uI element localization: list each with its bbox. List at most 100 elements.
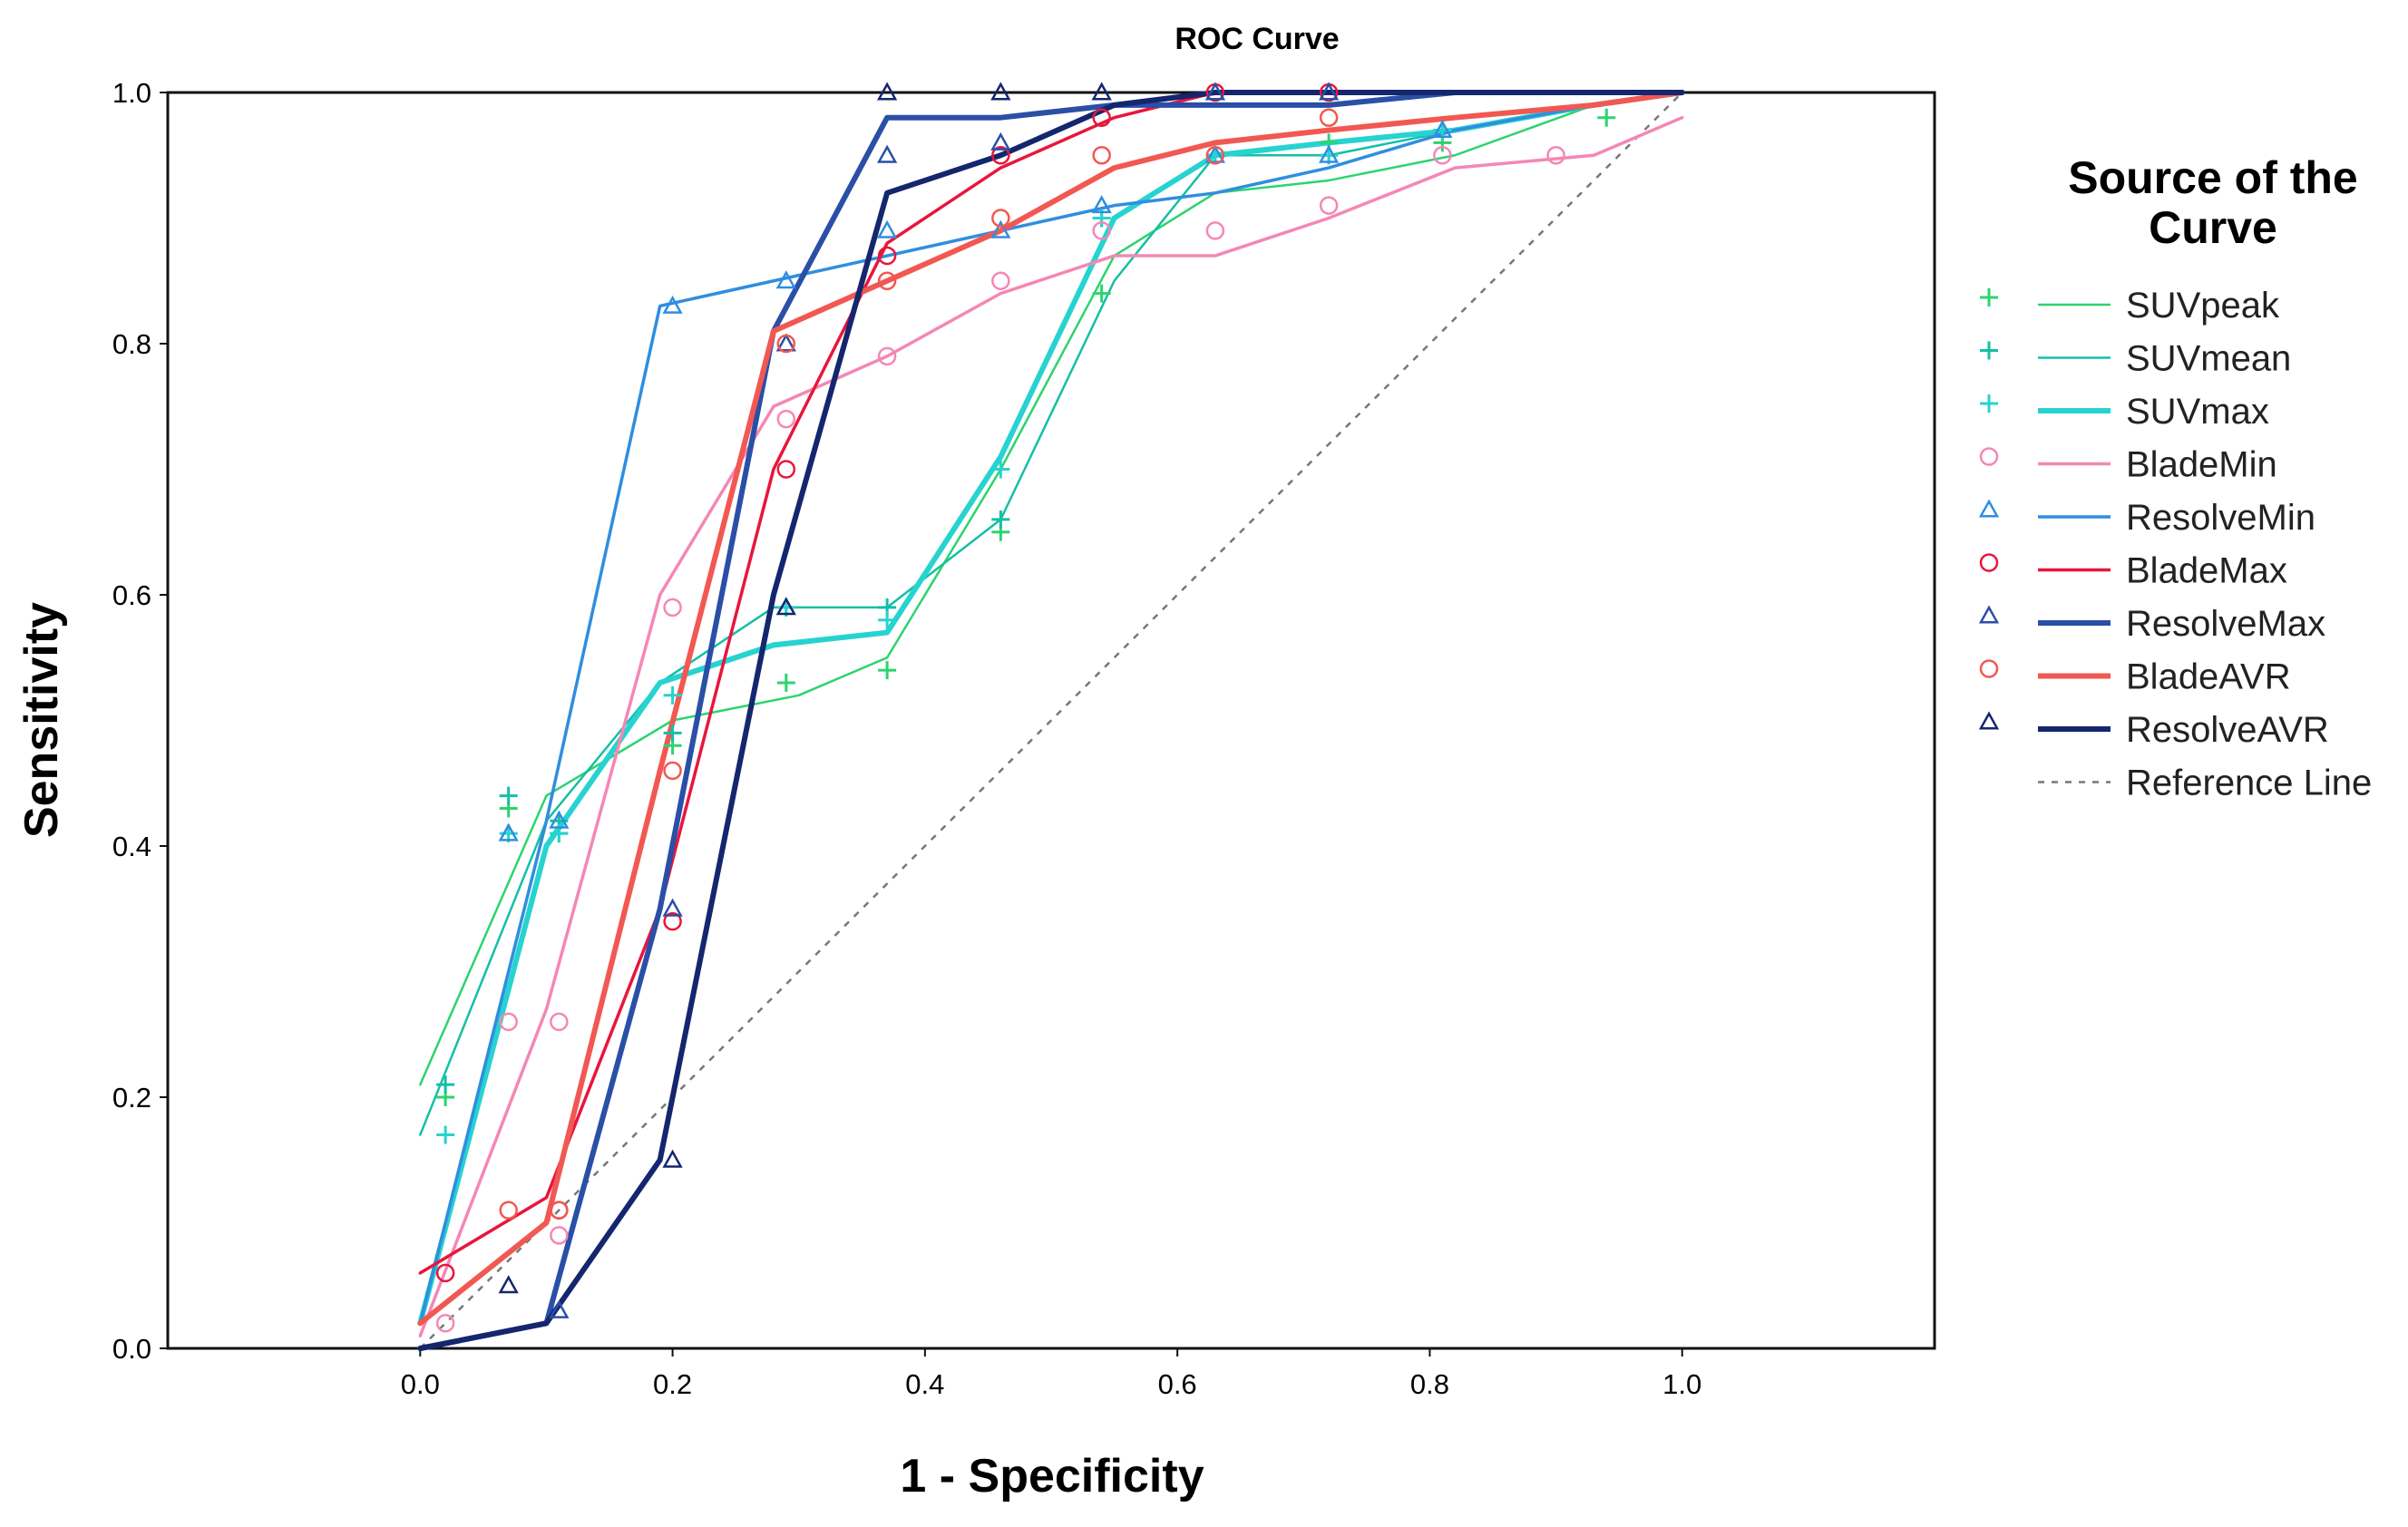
chart-title: ROC Curve xyxy=(1175,22,1339,56)
data-point-suvmax xyxy=(436,1125,455,1144)
legend-marker xyxy=(1978,499,2000,518)
data-point-suvpeak xyxy=(878,661,897,680)
legend-title-line-2: Curve xyxy=(2149,202,2277,253)
legend-marker xyxy=(1978,711,2000,730)
legend-marker xyxy=(1979,447,1999,466)
legend-label: SUVmean xyxy=(2126,339,2291,379)
data-point-resolvemax xyxy=(662,898,683,917)
y-tick-label: 0.8 xyxy=(112,328,151,360)
legend-item: SUVpeak xyxy=(1980,286,2280,326)
legend-item: ResolveAVR xyxy=(1978,710,2329,750)
data-point-resolvemax xyxy=(990,131,1011,151)
series-markers-layer xyxy=(435,82,1616,1333)
legend-label: BladeAVR xyxy=(2126,657,2291,697)
series-line-blademin xyxy=(418,115,1684,1337)
data-point-bladeavr xyxy=(1319,108,1339,127)
data-point-resolvemin xyxy=(662,295,683,314)
legend-item: SUVmax xyxy=(1980,392,2269,432)
data-point-resolvemax xyxy=(876,144,898,163)
x-axis-ticks: 0.0 0.2 0.4 0.6 0.8 1.0 xyxy=(401,1348,1701,1400)
data-point-blademin xyxy=(1319,196,1339,215)
data-point-resolvemin xyxy=(775,270,796,289)
legend-marker xyxy=(1980,394,1998,413)
series-line-resolvemin xyxy=(418,91,1684,1326)
y-tick-label: 0.4 xyxy=(112,831,151,862)
series-lines-layer xyxy=(417,90,1685,1351)
data-point-blademin xyxy=(1092,221,1111,240)
data-point-resolveavr xyxy=(775,597,796,616)
y-tick-label: 0.0 xyxy=(112,1333,151,1365)
y-tick-label: 1.0 xyxy=(112,77,151,109)
data-point-bladeavr xyxy=(663,761,682,781)
data-point-blademin xyxy=(435,1314,455,1333)
series-line-suvpeak xyxy=(419,91,1683,1086)
data-point-suvmax xyxy=(663,686,682,705)
data-point-resolvemax xyxy=(775,333,796,352)
data-point-blademax xyxy=(1092,108,1111,127)
legend-item: ResolveMin xyxy=(1978,498,2315,538)
reference-line xyxy=(419,92,1683,1349)
data-point-bladeavr xyxy=(991,209,1010,228)
data-point-resolvemin xyxy=(1204,144,1226,163)
data-point-blademin xyxy=(550,1012,569,1032)
data-point-resolvemin xyxy=(876,219,898,238)
legend-marker xyxy=(1980,288,1998,306)
data-point-resolvemax xyxy=(549,1299,570,1318)
data-point-resolvemin xyxy=(549,810,570,829)
legend-marker xyxy=(1980,341,1998,360)
data-point-blademin xyxy=(499,1012,518,1032)
data-point-suvmean xyxy=(663,724,682,743)
data-point-bladeavr xyxy=(499,1201,518,1220)
legend-items: SUVpeak SUVmean SUVmax BladeMin ResolveMin Bl… xyxy=(1978,286,2372,803)
legend-label: SUVpeak xyxy=(2126,286,2280,326)
data-point-blademax xyxy=(663,911,682,931)
data-point-resolveavr xyxy=(498,1275,519,1294)
x-axis-title: 1 - Specificity xyxy=(900,1450,1204,1503)
legend-marker xyxy=(1979,553,1999,572)
y-axis-title: Sensitivity xyxy=(15,602,68,838)
data-point-blademax xyxy=(776,460,796,479)
x-tick-label: 0.6 xyxy=(1158,1368,1197,1400)
data-point-bladeavr xyxy=(1092,146,1111,165)
data-point-suvmean xyxy=(991,510,1010,529)
data-point-suvmean xyxy=(499,786,518,805)
legend-item: ResolveMax xyxy=(1978,604,2325,644)
data-point-resolvemax xyxy=(1204,82,1226,101)
data-point-blademax xyxy=(991,146,1010,165)
y-tick-label: 0.2 xyxy=(112,1082,151,1114)
legend-label: BladeMax xyxy=(2126,551,2287,591)
data-point-blademin xyxy=(991,271,1010,290)
legend-label: ResolveMax xyxy=(2126,604,2325,644)
legend-item: BladeAVR xyxy=(1979,657,2291,697)
x-tick-label: 0.4 xyxy=(905,1368,944,1400)
data-point-suvmean xyxy=(436,1075,455,1094)
legend-label: ResolveAVR xyxy=(2126,710,2329,750)
data-point-resolvemax xyxy=(1318,82,1340,101)
data-point-blademax xyxy=(435,1263,455,1283)
plot-area xyxy=(417,82,1685,1351)
legend-item: BladeMin xyxy=(1979,445,2277,485)
legend-item: SUVmean xyxy=(1980,339,2291,379)
data-point-resolveavr xyxy=(662,1149,683,1168)
data-point-blademin xyxy=(1546,146,1565,165)
legend-marker xyxy=(1978,605,2000,624)
legend-item: Reference Line xyxy=(2038,764,2372,803)
legend-item: BladeMax xyxy=(1979,551,2287,591)
data-point-suvpeak xyxy=(1092,284,1111,303)
data-point-suvmax xyxy=(878,610,897,629)
data-point-bladeavr xyxy=(550,1201,569,1220)
legend-marker xyxy=(1979,659,1999,678)
data-point-resolveavr xyxy=(876,82,898,101)
x-tick-label: 0.2 xyxy=(653,1368,692,1400)
series-line-resolveavr xyxy=(417,90,1685,1351)
data-point-blademin xyxy=(663,598,682,618)
data-point-blademin xyxy=(1433,146,1452,165)
data-point-blademin xyxy=(550,1226,569,1245)
x-tick-label: 1.0 xyxy=(1662,1368,1701,1400)
data-point-blademin xyxy=(1205,221,1225,240)
data-point-blademax xyxy=(877,246,897,266)
legend-label: BladeMin xyxy=(2126,445,2277,485)
data-point-suvpeak xyxy=(1597,108,1616,127)
data-point-resolvemin xyxy=(498,822,519,841)
